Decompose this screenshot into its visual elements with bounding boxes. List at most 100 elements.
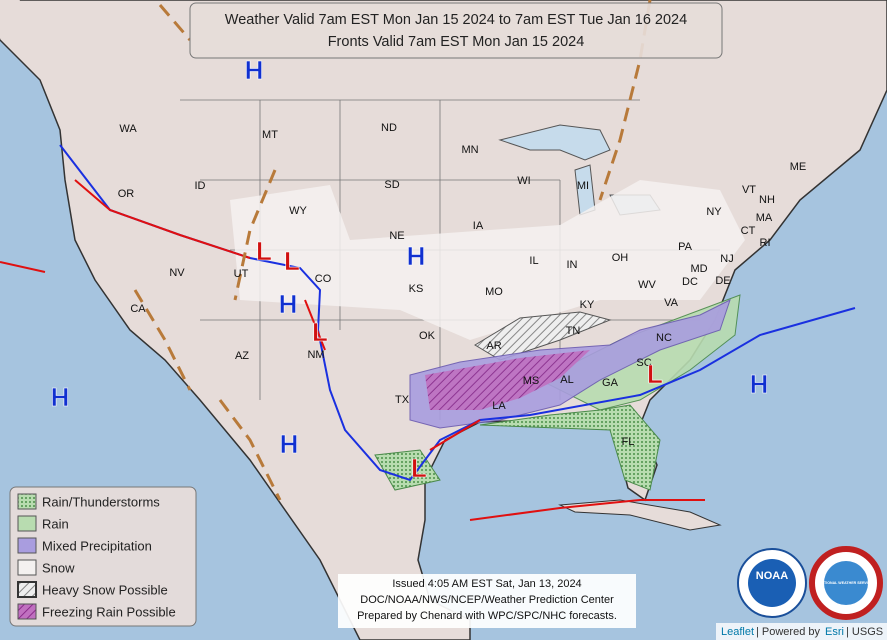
pressure-centers: H H H H H H L L L L L: [50, 55, 769, 484]
state-label: AL: [560, 374, 573, 386]
state-label: WY: [289, 205, 307, 217]
state-label: NE: [389, 230, 404, 242]
state-label: MT: [262, 129, 278, 141]
state-label: LA: [492, 400, 506, 412]
land: [0, 0, 20, 40]
state-label: KS: [409, 283, 424, 295]
state-label: NY: [706, 206, 722, 218]
state-label: CT: [741, 225, 756, 237]
title-box: Weather Valid 7am EST Mon Jan 15 2024 to…: [189, 2, 723, 59]
legend-label: Rain: [42, 516, 69, 531]
legend-swatch: [17, 581, 37, 598]
state-label: TN: [566, 325, 581, 337]
state-label: OH: [612, 252, 629, 264]
state-label: AR: [486, 340, 501, 352]
attribution-text: | Powered by: [756, 626, 821, 638]
state-label: IA: [473, 220, 484, 232]
high: H: [245, 55, 264, 85]
low: L: [284, 246, 300, 276]
title-background: [189, 2, 723, 59]
state-label: CO: [315, 273, 332, 285]
warm-front: [0, 179, 705, 521]
legend-swatch: [17, 537, 37, 554]
attribution-link[interactable]: Esri: [825, 626, 844, 638]
legend-swatch: [17, 603, 37, 620]
state-label: KY: [580, 299, 595, 311]
issued-line: Issued 4:05 AM EST Sat, Jan 13, 2024: [392, 578, 581, 590]
attribution-background: [716, 623, 887, 640]
state-label: DE: [715, 275, 730, 287]
state-label: CA: [130, 303, 146, 315]
trough: [133, 0, 652, 501]
state-label: NM: [307, 349, 324, 361]
issued-box: Issued 4:05 AM EST Sat, Jan 13, 2024 DOC…: [338, 574, 636, 628]
state-label: NH: [759, 194, 775, 206]
high: H: [279, 289, 298, 319]
legend-label: Mixed Precipitation: [42, 538, 152, 553]
state-label: UT: [234, 268, 249, 280]
state-label: VA: [664, 297, 679, 309]
state-label: ME: [790, 161, 807, 173]
low: L: [256, 236, 272, 266]
state-label: VT: [742, 184, 756, 196]
state-label: MN: [461, 144, 478, 156]
low: L: [647, 359, 663, 389]
rain-thunder-area: [374, 404, 661, 491]
noaa-logo-inner: [748, 559, 796, 607]
state-label: ID: [195, 180, 206, 192]
state-label: OK: [419, 330, 436, 342]
state-label: WI: [517, 175, 530, 187]
state-label: SD: [384, 179, 399, 191]
state-label: MA: [756, 212, 773, 224]
issued-background: [338, 574, 636, 628]
state-label: MS: [523, 375, 540, 387]
state-label: OR: [118, 188, 135, 200]
state-label: FL: [622, 436, 635, 448]
state-labels: WA OR CA ID NV MT WY UT AZ CO NM ND SD N…: [118, 122, 807, 448]
state-label: IL: [529, 255, 538, 267]
state-label: MO: [485, 286, 503, 298]
legend: Rain/Thunderstorms Rain Mixed Precipitat…: [9, 486, 197, 627]
attribution-link[interactable]: Leaflet: [721, 626, 754, 638]
snow-area: [230, 180, 745, 340]
legend-swatch: [17, 559, 37, 576]
legend-label: Snow: [42, 560, 75, 575]
high: H: [407, 241, 426, 271]
state-label: MI: [577, 180, 589, 192]
legend-swatch: [17, 493, 37, 510]
attribution-text: | USGS: [846, 626, 883, 638]
nws-text: NATIONAL WEATHER SERVICE: [819, 581, 873, 585]
legend-swatch: [17, 515, 37, 532]
state-label: WV: [638, 279, 656, 291]
nws-logo-inner: [824, 561, 868, 605]
cuba: [558, 499, 722, 531]
attribution: Leaflet | Powered by Esri | USGS: [716, 623, 887, 640]
title-line: Fronts Valid 7am EST Mon Jan 15 2024: [328, 34, 585, 50]
issued-line: DOC/NOAA/NWS/NCEP/Weather Prediction Cen…: [360, 594, 614, 606]
legend-label: Freezing Rain Possible: [42, 604, 176, 619]
state-label: RI: [760, 237, 771, 249]
state-label: AZ: [235, 350, 249, 362]
state-label: SC: [636, 357, 651, 369]
state-label: DC: [682, 276, 698, 288]
title-line: Weather Valid 7am EST Mon Jan 15 2024 to…: [225, 12, 687, 28]
issued-line: Prepared by Chenard with WPC/SPC/NHC for…: [357, 610, 617, 622]
state-label: WA: [119, 123, 137, 135]
legend-background: [9, 486, 197, 627]
state-label: GA: [602, 377, 619, 389]
logos: NOAA NATIONAL WEATHER SERVICE: [737, 546, 883, 620]
high: H: [750, 369, 769, 399]
state-label: NJ: [720, 253, 733, 265]
low: L: [312, 317, 328, 347]
state-label: NV: [169, 267, 185, 279]
noaa-text: NOAA: [756, 570, 788, 582]
state-label: IN: [567, 259, 578, 271]
state-label: TX: [395, 394, 410, 406]
legend-label: Rain/Thunderstorms: [42, 494, 160, 509]
low: L: [411, 453, 427, 483]
high: H: [51, 382, 70, 412]
state-label: ND: [381, 122, 397, 134]
state-label: MD: [690, 263, 707, 275]
freezing-rain-area: [425, 350, 590, 410]
